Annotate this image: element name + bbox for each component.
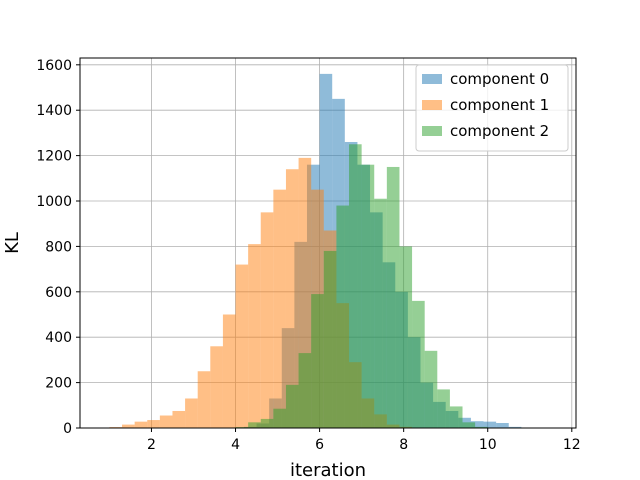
legend-frame	[415, 64, 569, 152]
histogram-bar	[483, 421, 497, 428]
y-tick-label: 1400	[36, 103, 72, 119]
legend-entry-label: component 2	[450, 122, 549, 140]
x-tick-label: 2	[147, 437, 156, 453]
histogram-bar	[412, 300, 425, 428]
axis-ticks: 2 4 6 8 10 12 0 200 400 600 800 1000 1200 1400 1600	[36, 58, 580, 453]
histogram-bar	[424, 350, 438, 428]
legend-swatch	[422, 100, 442, 110]
histogram-bar	[508, 426, 522, 428]
legend-entry-label: component 0	[450, 70, 549, 88]
legend: component 0 component 1 component 2	[415, 64, 569, 152]
y-tick-label: 600	[45, 285, 72, 301]
histogram-bar	[323, 250, 337, 428]
histogram-bar	[222, 314, 236, 428]
histogram-bar	[134, 421, 148, 428]
histogram-bar	[159, 415, 173, 428]
histogram-bar	[285, 169, 299, 428]
legend-swatch	[422, 74, 442, 84]
x-tick-label: 4	[231, 437, 240, 453]
histogram-bar	[185, 398, 198, 428]
series-2-bars	[235, 144, 488, 428]
histogram-bar	[374, 198, 387, 428]
histogram-bar	[437, 389, 450, 428]
histogram-bars	[109, 73, 522, 429]
plot-frame	[79, 57, 577, 429]
histogram-bar	[122, 424, 135, 428]
histogram-bar	[172, 410, 186, 428]
histogram-bar	[273, 408, 286, 428]
histogram-bar	[386, 166, 400, 428]
x-axis-label: iteration	[290, 460, 366, 480]
y-tick-label: 200	[45, 376, 72, 392]
histogram-bar	[210, 346, 223, 428]
histogram-bar	[235, 264, 249, 428]
histogram-bar	[197, 371, 211, 428]
y-axis-label: KL	[2, 232, 23, 254]
y-tick-label: 800	[45, 239, 72, 255]
histogram-bar	[336, 205, 350, 428]
x-tick-label: 8	[399, 437, 408, 453]
histogram-bar	[496, 423, 509, 428]
histogram-bar	[248, 244, 261, 428]
histogram-bar	[260, 418, 274, 428]
histogram-bar	[475, 426, 488, 428]
histogram-bar	[462, 422, 476, 428]
y-tick-label: 1200	[36, 149, 72, 165]
histogram-bar	[273, 189, 286, 428]
histogram-bar	[147, 420, 160, 428]
histogram-bar	[449, 406, 463, 428]
y-tick-label: 1600	[36, 58, 72, 74]
histogram-bar	[285, 384, 299, 428]
y-tick-label: 1000	[36, 194, 72, 210]
y-tick-label: 0	[63, 421, 72, 437]
histogram-bar	[248, 422, 261, 428]
x-tick-label: 10	[479, 437, 497, 453]
legend-swatch	[422, 126, 442, 136]
y-tick-label: 400	[45, 330, 72, 346]
histogram-bar	[311, 294, 324, 428]
histogram-bar	[260, 212, 274, 428]
x-tick-label: 6	[315, 437, 324, 453]
histogram-bar	[399, 246, 413, 428]
histogram-bar	[470, 421, 484, 428]
legend-entry-label: component 1	[450, 96, 549, 114]
x-tick-label: 12	[563, 437, 581, 453]
histogram-bar	[361, 164, 375, 428]
histogram-bar	[298, 353, 312, 428]
histogram-bar	[349, 144, 362, 428]
